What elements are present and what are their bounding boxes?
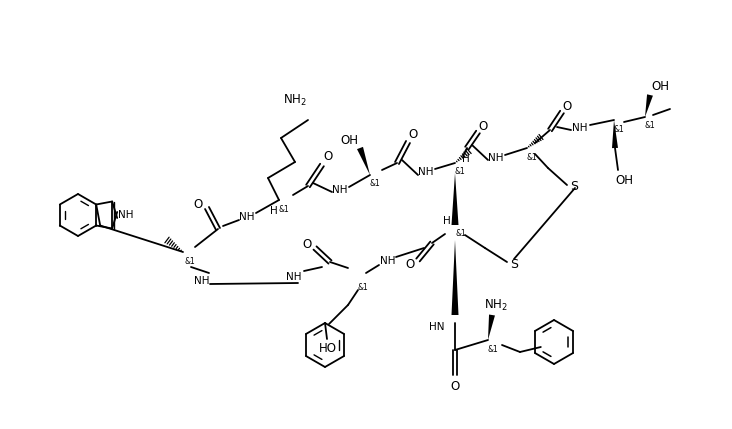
- Text: OH: OH: [651, 81, 669, 94]
- Text: NH$_2$: NH$_2$: [484, 297, 508, 313]
- Text: H: H: [462, 154, 470, 164]
- Text: NH: NH: [418, 167, 434, 177]
- Text: NH: NH: [286, 272, 302, 282]
- Text: NH: NH: [380, 256, 396, 266]
- Text: NH: NH: [332, 185, 348, 195]
- Text: &1: &1: [358, 283, 368, 291]
- Polygon shape: [612, 120, 618, 148]
- Text: &1: &1: [370, 179, 381, 188]
- Text: O: O: [479, 121, 488, 133]
- Text: H: H: [443, 216, 451, 226]
- Text: S: S: [570, 181, 578, 193]
- Polygon shape: [645, 94, 653, 117]
- Text: O: O: [450, 381, 460, 393]
- Text: O: O: [193, 197, 203, 211]
- Text: O: O: [562, 100, 572, 112]
- Text: &1: &1: [645, 121, 655, 130]
- Text: NH: NH: [194, 276, 210, 286]
- Text: NH: NH: [572, 123, 588, 133]
- Text: O: O: [302, 239, 312, 251]
- Polygon shape: [357, 147, 370, 175]
- Text: OH: OH: [615, 173, 633, 187]
- Text: S: S: [510, 257, 518, 271]
- Polygon shape: [488, 314, 495, 340]
- Text: O: O: [406, 259, 414, 272]
- Text: NH: NH: [488, 153, 504, 163]
- Text: HO: HO: [319, 342, 337, 356]
- Text: NH: NH: [239, 212, 255, 222]
- Text: NH: NH: [119, 210, 134, 220]
- Text: &1: &1: [526, 152, 537, 161]
- Text: &1: &1: [184, 257, 195, 266]
- Polygon shape: [452, 240, 458, 315]
- Text: &1: &1: [488, 344, 498, 353]
- Text: &1: &1: [279, 205, 289, 214]
- Text: H: H: [270, 206, 278, 216]
- Text: O: O: [408, 129, 418, 142]
- Text: O: O: [324, 151, 332, 163]
- Polygon shape: [452, 173, 458, 225]
- Text: &1: &1: [455, 167, 466, 176]
- Text: &1: &1: [613, 124, 624, 133]
- Text: &1: &1: [455, 230, 466, 239]
- Text: HN: HN: [429, 322, 445, 332]
- Text: NH$_2$: NH$_2$: [283, 93, 307, 108]
- Text: OH: OH: [340, 133, 358, 146]
